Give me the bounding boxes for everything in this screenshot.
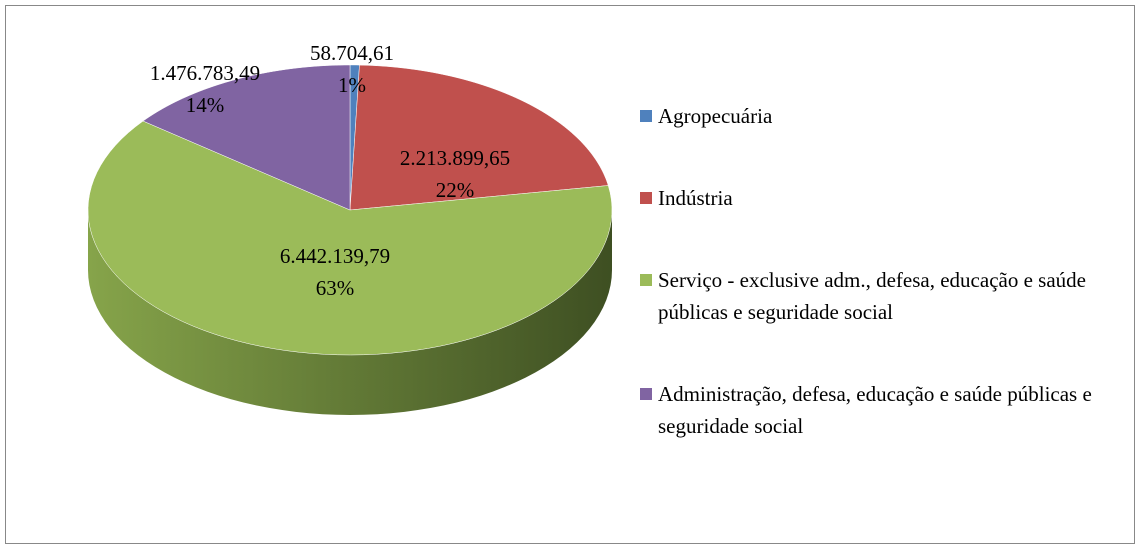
legend-item: Indústria — [640, 182, 1135, 214]
legend-swatch — [640, 192, 652, 204]
legend: Agropecuária Indústria Serviço - exclusive… — [640, 100, 1135, 492]
legend-label: Agropecuária — [658, 104, 773, 128]
value-label: 58.704,61 — [310, 41, 394, 65]
legend-swatch — [640, 274, 652, 286]
legend-item: Serviço - exclusive adm., defesa, educaç… — [640, 264, 1135, 328]
value-label: 2.213.899,65 — [400, 146, 510, 170]
slice — [142, 64, 351, 211]
legend-item: Agropecuária — [640, 100, 1135, 132]
legend-swatch — [640, 388, 652, 400]
legend-label: Administração, defesa, educação e saúde … — [658, 382, 1092, 438]
percent-label: 1% — [338, 73, 366, 97]
chart-border — [5, 5, 1135, 544]
legend-label: Indústria — [658, 186, 733, 210]
slice — [87, 120, 613, 356]
slice — [349, 64, 609, 211]
legend-item: Administração, defesa, educação e saúde … — [640, 378, 1135, 442]
value-label: 1.476.783,49 — [150, 61, 260, 85]
legend-label: Serviço - exclusive adm., defesa, educaç… — [658, 268, 1086, 324]
value-label: 6.442.139,79 — [280, 244, 390, 268]
percent-label: 63% — [316, 276, 355, 300]
legend-swatch — [640, 110, 652, 122]
slice-side — [88, 210, 612, 415]
percent-label: 14% — [186, 93, 225, 117]
percent-label: 22% — [436, 178, 475, 202]
